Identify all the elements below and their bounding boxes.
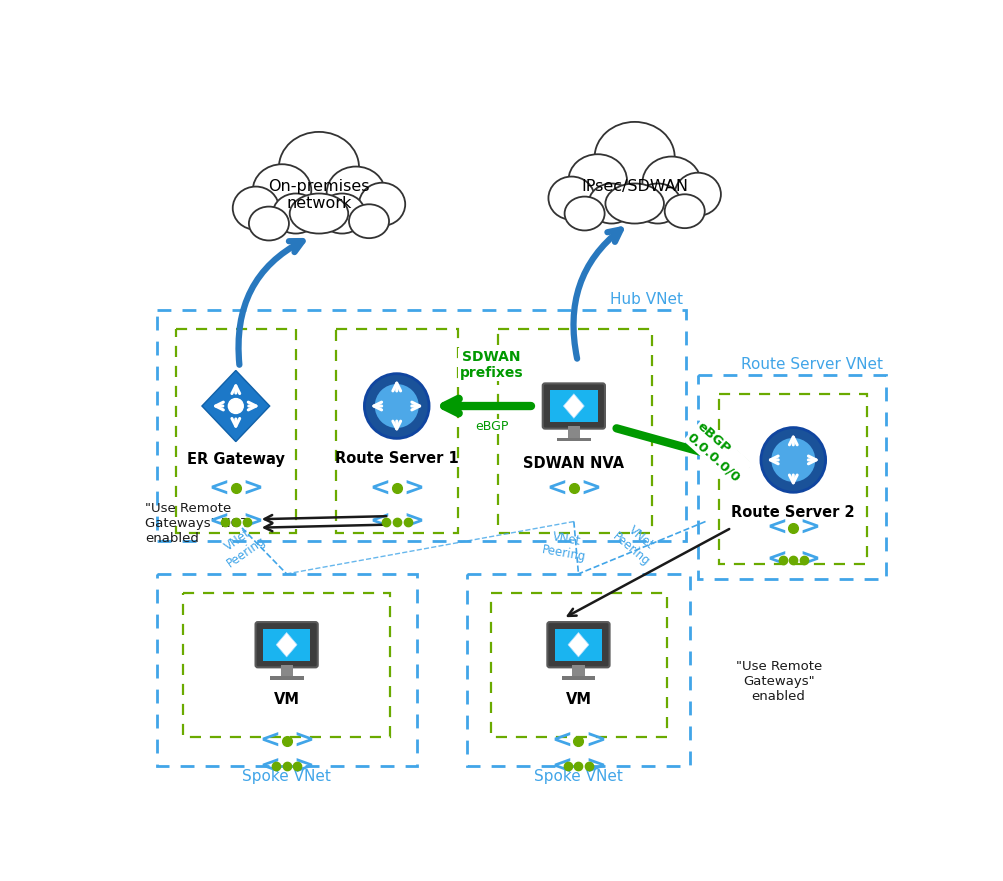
Bar <box>555 629 602 661</box>
Text: >: > <box>293 754 314 779</box>
Text: Spoke VNet: Spoke VNet <box>242 769 331 784</box>
FancyBboxPatch shape <box>256 622 317 668</box>
Ellipse shape <box>634 183 680 224</box>
Bar <box>176 329 296 533</box>
Text: <: < <box>369 477 390 500</box>
Ellipse shape <box>664 195 704 228</box>
Bar <box>157 310 686 541</box>
Text: >: > <box>799 515 819 540</box>
Text: SDWAN
prefixes: SDWAN prefixes <box>459 350 523 380</box>
Text: >: > <box>242 509 263 534</box>
Text: >: > <box>293 729 314 753</box>
Bar <box>336 329 457 533</box>
Text: Route Server 2: Route Server 2 <box>731 505 855 520</box>
Text: VNet
Peering: VNet Peering <box>610 518 662 568</box>
Polygon shape <box>563 394 584 418</box>
Text: Route Server VNet: Route Server VNet <box>740 357 883 372</box>
Text: <: < <box>259 754 280 779</box>
Circle shape <box>374 384 418 428</box>
Text: "Use Remote
Gateways"
enabled: "Use Remote Gateways" enabled <box>735 660 821 703</box>
Bar <box>270 677 303 679</box>
Ellipse shape <box>249 206 289 241</box>
Bar <box>157 574 416 766</box>
Ellipse shape <box>319 194 365 233</box>
Text: >: > <box>403 477 423 500</box>
Ellipse shape <box>548 176 594 219</box>
Polygon shape <box>202 370 270 441</box>
Bar <box>490 593 666 737</box>
Bar <box>567 426 580 440</box>
Circle shape <box>228 398 243 413</box>
Text: >: > <box>799 548 819 572</box>
Text: <: < <box>765 548 786 572</box>
FancyBboxPatch shape <box>543 383 605 429</box>
Ellipse shape <box>349 204 388 238</box>
Bar <box>697 375 886 580</box>
Text: Route Server 1: Route Server 1 <box>335 451 458 466</box>
Ellipse shape <box>273 194 319 233</box>
Text: >: > <box>585 754 605 779</box>
Bar <box>466 574 689 766</box>
Ellipse shape <box>674 173 720 216</box>
Bar <box>557 438 590 440</box>
Text: Hub VNet: Hub VNet <box>610 292 682 307</box>
Ellipse shape <box>588 183 634 224</box>
Ellipse shape <box>279 132 359 203</box>
Text: <: < <box>259 729 280 753</box>
Ellipse shape <box>605 183 663 224</box>
Text: Spoke VNet: Spoke VNet <box>534 769 622 784</box>
Text: IPsec/SDWAN: IPsec/SDWAN <box>581 179 687 194</box>
Circle shape <box>364 374 428 439</box>
Text: <: < <box>765 515 786 540</box>
Text: SDWAN NVA: SDWAN NVA <box>523 456 624 471</box>
Text: >: > <box>585 729 605 753</box>
Text: VNet
Peering: VNet Peering <box>541 529 589 564</box>
Bar <box>184 593 389 737</box>
Circle shape <box>760 427 824 492</box>
Ellipse shape <box>290 194 348 233</box>
Text: <: < <box>551 729 572 753</box>
Text: "Use Remote
Gateways" NOT
enabled: "Use Remote Gateways" NOT enabled <box>144 502 249 545</box>
Text: <: < <box>546 477 567 500</box>
Polygon shape <box>568 633 589 657</box>
Ellipse shape <box>233 187 279 230</box>
Bar <box>550 390 597 422</box>
Text: eBGP
0.0.0.0/0: eBGP 0.0.0.0/0 <box>683 419 751 485</box>
Ellipse shape <box>568 154 626 206</box>
Ellipse shape <box>253 164 311 217</box>
Text: VNet
Peering: VNet Peering <box>216 522 268 570</box>
Bar <box>497 329 651 533</box>
Bar <box>561 677 595 679</box>
Ellipse shape <box>564 196 604 231</box>
Text: <: < <box>369 509 390 534</box>
Text: <: < <box>551 754 572 779</box>
Ellipse shape <box>359 182 405 226</box>
Text: >: > <box>580 477 601 500</box>
Ellipse shape <box>594 122 674 193</box>
Bar <box>572 665 584 677</box>
Text: On-premises
network: On-premises network <box>268 179 369 211</box>
Text: VM: VM <box>274 692 299 707</box>
Bar <box>263 629 310 661</box>
Text: VM: VM <box>565 692 591 707</box>
Text: <: < <box>209 509 229 534</box>
Text: >: > <box>403 509 423 534</box>
Bar <box>280 665 293 677</box>
Circle shape <box>770 438 814 482</box>
Ellipse shape <box>326 167 385 218</box>
FancyBboxPatch shape <box>547 622 609 668</box>
Text: eBGP: eBGP <box>474 420 508 433</box>
Text: <: < <box>209 477 229 500</box>
Text: ER Gateway: ER Gateway <box>187 452 285 467</box>
Text: >: > <box>242 477 263 500</box>
Ellipse shape <box>642 157 700 209</box>
Bar <box>719 395 867 564</box>
Polygon shape <box>276 633 297 657</box>
